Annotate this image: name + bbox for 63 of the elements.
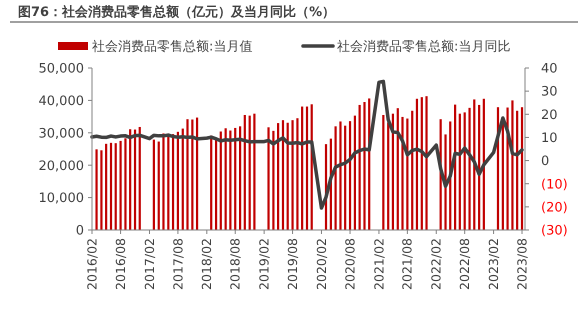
bar <box>234 128 236 230</box>
line-series <box>90 80 524 210</box>
y2-tick-label: (10) <box>541 177 568 192</box>
bar <box>129 129 132 230</box>
bar <box>100 150 103 230</box>
x-tick-label: 2021/02 <box>371 238 386 290</box>
bar <box>248 116 251 230</box>
x-tick-label: 2022/02 <box>428 238 444 290</box>
x-tick-label: 2021/08 <box>400 238 415 290</box>
x-tick-label: 2017/02 <box>142 238 157 290</box>
x-tick-label: 2019/08 <box>284 238 300 290</box>
bar <box>105 144 108 230</box>
bar <box>244 114 246 230</box>
x-tick-label: 2016/08 <box>112 238 128 290</box>
bar <box>458 114 461 230</box>
bar <box>152 140 155 230</box>
y2-tick-label: 20 <box>541 108 558 123</box>
y2-tick-label: 40 <box>541 62 558 77</box>
x-tick-label: 2019/02 <box>256 238 272 290</box>
bar <box>110 142 112 230</box>
bar <box>411 110 414 230</box>
y-tick-label: 50,000 <box>38 62 84 77</box>
chart-title: 图76：社会消费品零售总额（亿元）及当月同比（%） <box>18 4 336 20</box>
y-tick-label: 30,000 <box>38 126 84 142</box>
x-tick-label: 2018/08 <box>228 238 243 290</box>
y2-tick-label: 30 <box>541 84 558 100</box>
bar <box>224 128 227 230</box>
bar <box>368 98 370 230</box>
x-tick-label: 2022/08 <box>457 238 472 290</box>
bar <box>286 122 289 230</box>
bar <box>382 114 384 230</box>
bar <box>138 126 141 230</box>
x-tick-label: 2023/02 <box>486 238 501 290</box>
x-tick-label: 2023/08 <box>514 238 530 290</box>
y-tick-label: 0 <box>76 224 84 239</box>
x-tick-label: 2017/08 <box>170 238 186 290</box>
bar <box>114 143 117 230</box>
bar <box>473 99 476 230</box>
bar <box>124 138 127 230</box>
bar <box>158 142 160 230</box>
legend-label: 社会消费品零售总额:当月同比 <box>337 40 510 55</box>
bar <box>220 132 222 230</box>
bar <box>182 128 184 230</box>
x-tick-label: 2020/08 <box>342 238 358 290</box>
bar <box>396 108 399 230</box>
y-tick-label: 40,000 <box>38 94 84 109</box>
bar <box>464 112 466 230</box>
bar <box>344 126 346 230</box>
x-tick-label: 2016/02 <box>84 238 100 290</box>
y-tick-label: 20,000 <box>38 158 84 174</box>
y2-tick-label: 10 <box>541 130 558 146</box>
bar <box>310 104 313 230</box>
bar <box>420 97 423 230</box>
y2-tick-label: (30) <box>541 224 568 239</box>
bar <box>387 122 390 230</box>
x-tick-label: 2020/02 <box>314 238 329 290</box>
legend-label: 社会消费品零售总额:当月值 <box>92 40 252 55</box>
y-tick-label: 10,000 <box>38 191 84 206</box>
bar <box>119 140 122 230</box>
y2-tick-label: 0 <box>541 154 550 170</box>
y2-tick-label: (20) <box>541 200 568 216</box>
x-tick-label: 2018/02 <box>199 238 214 290</box>
bar <box>95 149 98 230</box>
